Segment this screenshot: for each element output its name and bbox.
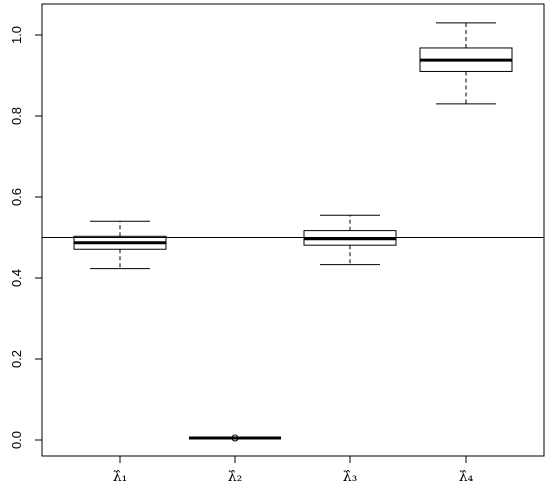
y-tick-label: 0.4 bbox=[9, 269, 24, 287]
x-tick-label: λ̂₄ bbox=[459, 469, 474, 485]
outlier-point bbox=[231, 434, 239, 442]
x-tick-label: λ̂₂ bbox=[228, 469, 243, 485]
y-tick-label: 0.8 bbox=[9, 107, 24, 125]
y-tick-label: 0.2 bbox=[9, 350, 24, 368]
x-axis-ticks: λ̂₁ λ̂₂ λ̂₃ λ̂₄ bbox=[113, 456, 474, 485]
x-tick-label: λ̂₃ bbox=[343, 469, 358, 485]
y-tick-label: 0.0 bbox=[9, 431, 24, 449]
box-3 bbox=[303, 214, 397, 266]
box-2 bbox=[189, 434, 281, 442]
y-axis-ticks: 0.0 0.2 0.4 0.6 0.8 1.0 bbox=[9, 26, 42, 449]
box-1 bbox=[73, 220, 167, 270]
y-tick-label: 1.0 bbox=[9, 26, 24, 44]
box-4 bbox=[419, 22, 513, 105]
boxes-layer bbox=[73, 22, 513, 442]
y-tick-label: 0.6 bbox=[9, 188, 24, 206]
x-tick-label: λ̂₁ bbox=[113, 469, 128, 485]
